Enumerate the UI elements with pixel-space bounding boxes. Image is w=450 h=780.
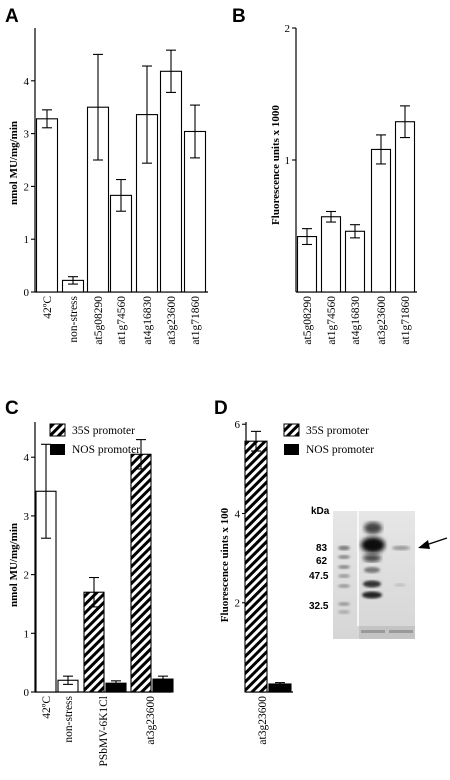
- y-tick-label-d: 4: [235, 508, 241, 520]
- lane1-band: [363, 580, 381, 588]
- y-tick-label-b: 1: [285, 155, 291, 167]
- blot-loading-band: [389, 630, 413, 633]
- legend-c-swatch-nos: [50, 444, 65, 455]
- legend-d-swatch-35s: [283, 423, 300, 437]
- x-tick-label-b: at1g71860: [400, 296, 412, 345]
- y-axis-title-b: Fluorescence units x 1000: [270, 105, 282, 225]
- y-tick-label-a: 2: [24, 181, 30, 193]
- legend-d: 35S promoter NOS promoter: [283, 423, 374, 456]
- lane1-band: [362, 591, 382, 599]
- legend-c-label-nos: NOS promoter: [72, 444, 140, 456]
- blot-loading-strip: [359, 626, 415, 639]
- x-tick-label-a: non-stress: [68, 295, 80, 342]
- y-tick-label-c: 2: [24, 570, 30, 582]
- y-axis-title-c: nmol MU/mg/min: [8, 523, 20, 607]
- x-tick-label-c: 42ºC: [41, 696, 53, 719]
- blot-marker-83: 83: [316, 543, 328, 554]
- lane1-band: [364, 567, 380, 573]
- y-tick-label-a: 3: [24, 129, 30, 141]
- y-tick-label-d: 2: [235, 598, 241, 610]
- d-0-bar: [244, 440, 268, 693]
- ladder-band: [338, 565, 350, 569]
- b-1-bar: [320, 216, 342, 293]
- blot-marker-62: 62: [316, 556, 328, 567]
- blot-marker-32-5: 32.5: [309, 601, 329, 612]
- lane1-band: [364, 522, 382, 534]
- b-4-bar: [394, 121, 416, 293]
- b-3-bar: [370, 148, 392, 293]
- y-axis-title-a: nmol MU/mg/min: [8, 121, 20, 205]
- legend-d-label-35s: 35S promoter: [306, 425, 369, 437]
- lane1-band: [361, 537, 385, 553]
- a-5-bar: [159, 70, 183, 293]
- lane1-band: [363, 554, 381, 562]
- legend-d-swatch-nos: [284, 444, 299, 455]
- legend-c-swatch-35s: [49, 423, 66, 437]
- ladder-band: [338, 610, 350, 614]
- x-tick-label-a: 42ºC: [42, 296, 54, 319]
- ladder-band: [338, 555, 350, 559]
- x-tick-label-d: at3g23600: [257, 696, 269, 745]
- lane2-band: [394, 583, 406, 587]
- y-tick-label-c: 0: [24, 687, 30, 699]
- x-tick-label-a: at3g23600: [166, 296, 178, 345]
- panel-letter-c: C: [5, 398, 19, 419]
- x-tick-label-b: at3g23600: [376, 296, 388, 345]
- ladder-band: [338, 602, 350, 606]
- blot-marker-47-5: 47.5: [309, 571, 329, 582]
- b-2-bar: [344, 230, 366, 293]
- y-tick-label-d: 6: [235, 419, 241, 431]
- y-tick-label-a: 1: [24, 234, 30, 246]
- y-tick-label-c: 4: [24, 452, 30, 464]
- x-tick-label-a: at4g16830: [142, 296, 154, 345]
- x-tick-label-b: at1g74560: [326, 296, 338, 345]
- panel-letter-d: D: [214, 398, 228, 419]
- legend-c-label-35s: 35S promoter: [72, 425, 135, 437]
- blot-arrow-shaft: [425, 537, 448, 546]
- y-tick-label-c: 1: [24, 628, 30, 640]
- x-tick-label-a: at5g08290: [93, 296, 105, 345]
- y-tick-label-c: 3: [24, 511, 30, 523]
- ladder-band: [338, 574, 350, 578]
- a-0-bar: [35, 118, 59, 293]
- x-tick-label-c: non-stress: [63, 695, 75, 742]
- blot-kda-label: kDa: [311, 506, 330, 517]
- legend-c: 35S promoter NOS promoter: [49, 423, 140, 456]
- y-tick-label-a: 4: [24, 76, 30, 88]
- panel-letter-a: A: [5, 6, 19, 27]
- western-blot: kDa 1 2 83 62 47.5 32.5: [309, 506, 448, 639]
- y-tick-label-b: 2: [285, 23, 291, 35]
- ladder-band: [338, 584, 350, 588]
- blot-loading-band: [361, 630, 385, 633]
- y-tick-label-a: 0: [24, 287, 30, 299]
- panel-letter-b: B: [232, 6, 246, 27]
- blot-arrow-icon: [418, 540, 430, 549]
- y-axis-title-d: Fluorescence uints x 100: [219, 507, 231, 622]
- x-tick-label-b: at4g16830: [350, 296, 362, 345]
- x-tick-label-c: PSbMV-6K1Cl: [98, 696, 110, 767]
- ladder-band: [338, 545, 350, 551]
- c-0-3-bar: [130, 453, 152, 693]
- legend-d-label-nos: NOS promoter: [306, 444, 374, 456]
- x-tick-label-b: at5g08290: [302, 296, 314, 345]
- x-tick-label-c: at3g23600: [145, 696, 157, 745]
- x-tick-label-a: at1g74560: [116, 296, 128, 345]
- lane2-band: [392, 545, 410, 551]
- x-tick-label-a: at1g71860: [190, 296, 202, 345]
